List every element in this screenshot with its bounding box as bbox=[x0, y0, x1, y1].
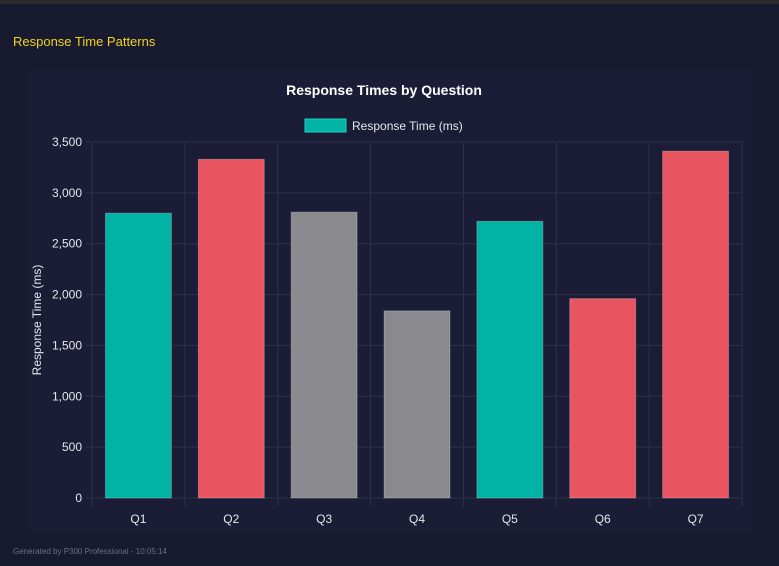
bar-q3 bbox=[290, 211, 358, 499]
x-tick-label: Q4 bbox=[409, 512, 425, 526]
x-tick-label: Q1 bbox=[130, 512, 146, 526]
bar-q1 bbox=[104, 212, 172, 499]
top-bar bbox=[0, 0, 779, 4]
bar-q6 bbox=[569, 298, 637, 499]
y-tick-label: 1,500 bbox=[52, 338, 82, 352]
x-tick-label: Q7 bbox=[688, 512, 704, 526]
bar-q7 bbox=[662, 150, 730, 499]
section-title: Response Time Patterns bbox=[13, 34, 156, 49]
x-tick-label: Q6 bbox=[595, 512, 611, 526]
y-axis-label: Response Time (ms) bbox=[30, 265, 44, 376]
y-tick-label: 2,500 bbox=[52, 237, 82, 251]
bar-q5 bbox=[476, 220, 544, 499]
chart-title: Response Times by Question bbox=[286, 82, 482, 98]
footer-text: Generated by P300 Professional - 10:05:1… bbox=[13, 547, 167, 556]
x-tick-label: Q5 bbox=[502, 512, 518, 526]
y-tick-label: 0 bbox=[75, 491, 82, 505]
y-tick-label: 500 bbox=[62, 440, 82, 454]
x-tick-label: Q2 bbox=[223, 512, 239, 526]
bar-q4 bbox=[383, 310, 451, 499]
legend-label: Response Time (ms) bbox=[352, 119, 463, 133]
bar-q2 bbox=[197, 158, 265, 499]
x-tick-label: Q3 bbox=[316, 512, 332, 526]
y-tick-label: 1,000 bbox=[52, 389, 82, 403]
y-tick-label: 3,000 bbox=[52, 186, 82, 200]
legend-swatch bbox=[304, 118, 347, 133]
y-tick-label: 2,000 bbox=[52, 288, 82, 302]
y-tick-label: 3,500 bbox=[52, 135, 82, 149]
